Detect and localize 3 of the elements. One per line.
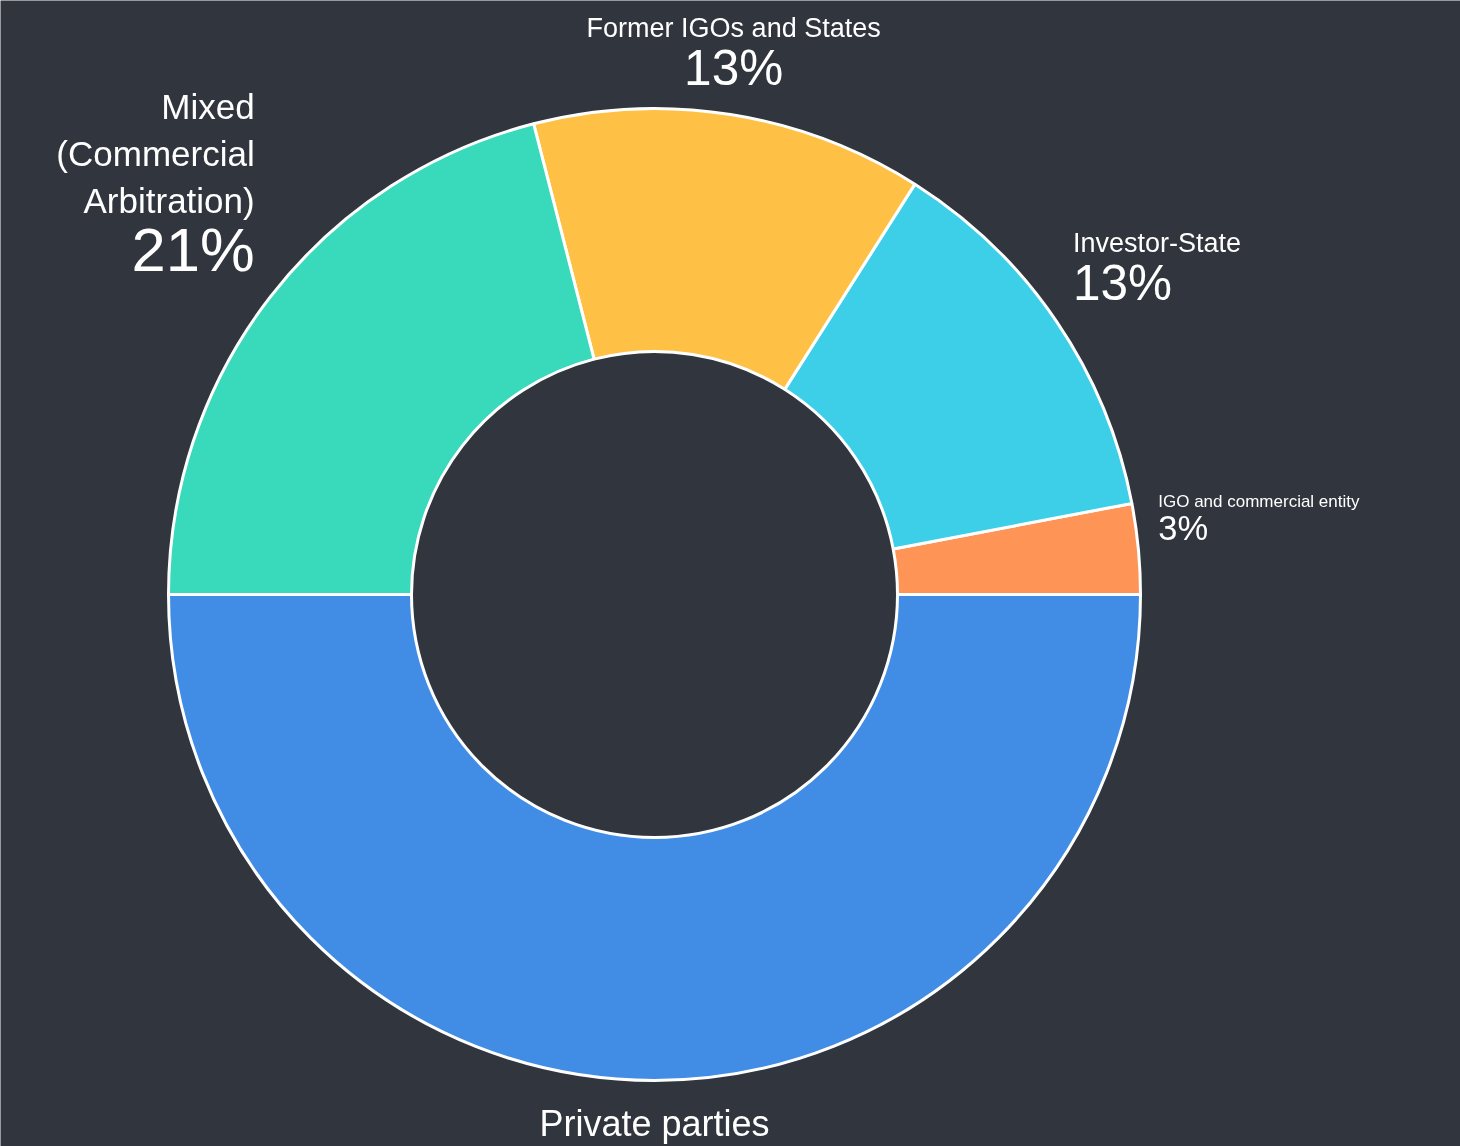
data-label: 3% bbox=[1158, 508, 1209, 547]
slice-label: IGO and commercial entity bbox=[1158, 491, 1360, 511]
slice-label: Private parties bbox=[539, 1102, 770, 1144]
